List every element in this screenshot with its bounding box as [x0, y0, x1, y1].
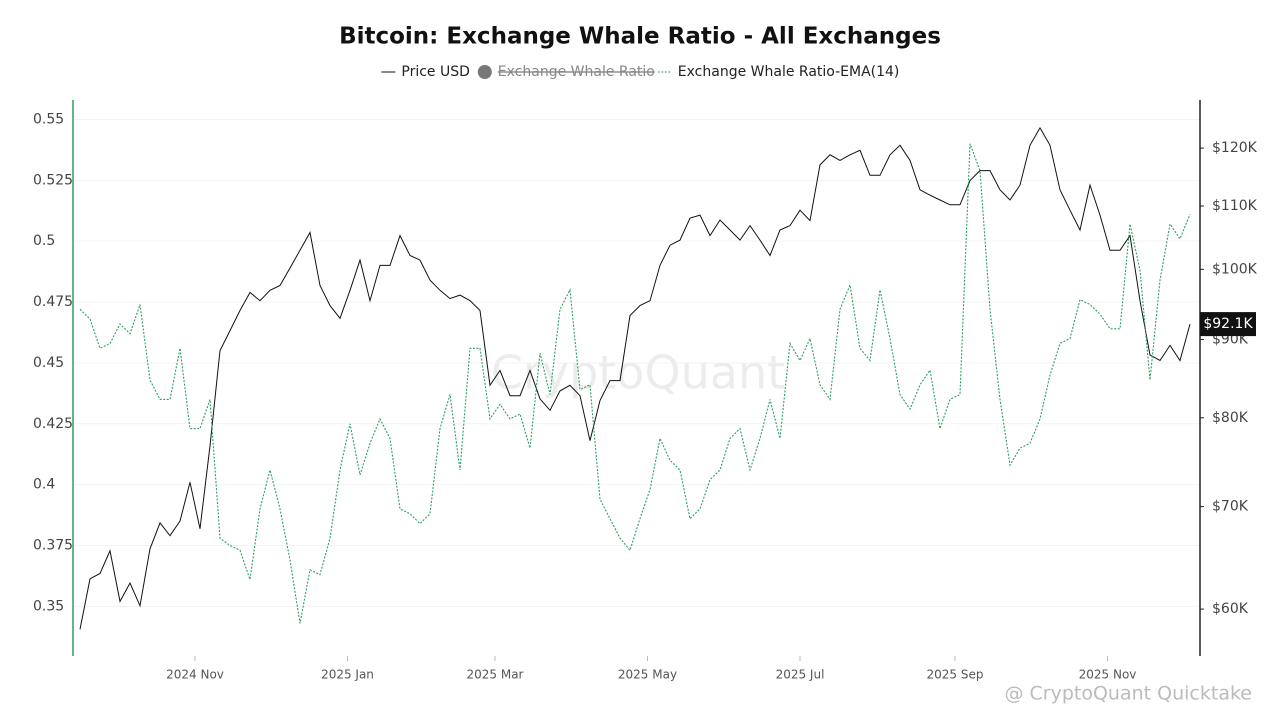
price-marker [1200, 312, 1256, 337]
y-tick-label: 0.475 [33, 294, 73, 310]
x-tick-label: 2025 Jan [321, 668, 374, 682]
y-tick-label: 0.45 [33, 355, 64, 371]
x-tick-label: 2024 Nov [166, 668, 224, 682]
x-tick-label: 2025 Mar [467, 668, 524, 682]
y-tick-label: 0.525 [33, 172, 73, 188]
y-tick-label: 0.4 [33, 477, 55, 493]
legend-swatch [477, 65, 492, 79]
y2-tick-label: $80K [1212, 410, 1249, 426]
legend: Price USD Exchange Whale Ratio Exchange Wh… [381, 64, 899, 80]
y-tick-label: 0.375 [33, 537, 73, 553]
legend-label: Exchange Whale Ratio [498, 64, 655, 80]
y2-tick-label: $70K [1212, 499, 1249, 515]
y2-tick-label: $110K [1212, 198, 1258, 214]
y-tick-label: 0.35 [33, 598, 64, 614]
legend-label: Exchange Whale Ratio-EMA(14) [678, 64, 900, 80]
legend-label: Price USD [401, 64, 470, 80]
x-tick-label: 2025 Sep [927, 668, 984, 682]
x-tick-label: 2025 Nov [1079, 668, 1137, 682]
price-marker-label: $92.1K [1203, 316, 1253, 332]
y2-tick-label: $120K [1212, 140, 1258, 156]
y-tick-label: 0.425 [33, 416, 73, 432]
y2-tick-label: $100K [1212, 261, 1258, 277]
footer: @ CryptoQuant Quicktake [1004, 683, 1252, 705]
y2-tick-label: $60K [1212, 601, 1249, 617]
x-tick-label: 2025 Jul [776, 668, 825, 682]
x-tick-label: 2025 May [618, 668, 677, 682]
series-line [79, 126, 1191, 630]
series-line [79, 143, 1191, 624]
chart-title: Bitcoin: Exchange Whale Ratio - All Exch… [339, 24, 941, 50]
y-tick-label: 0.5 [33, 233, 55, 249]
y-tick-label: 0.55 [33, 111, 64, 127]
watermark: CryptoQuant [491, 346, 785, 400]
